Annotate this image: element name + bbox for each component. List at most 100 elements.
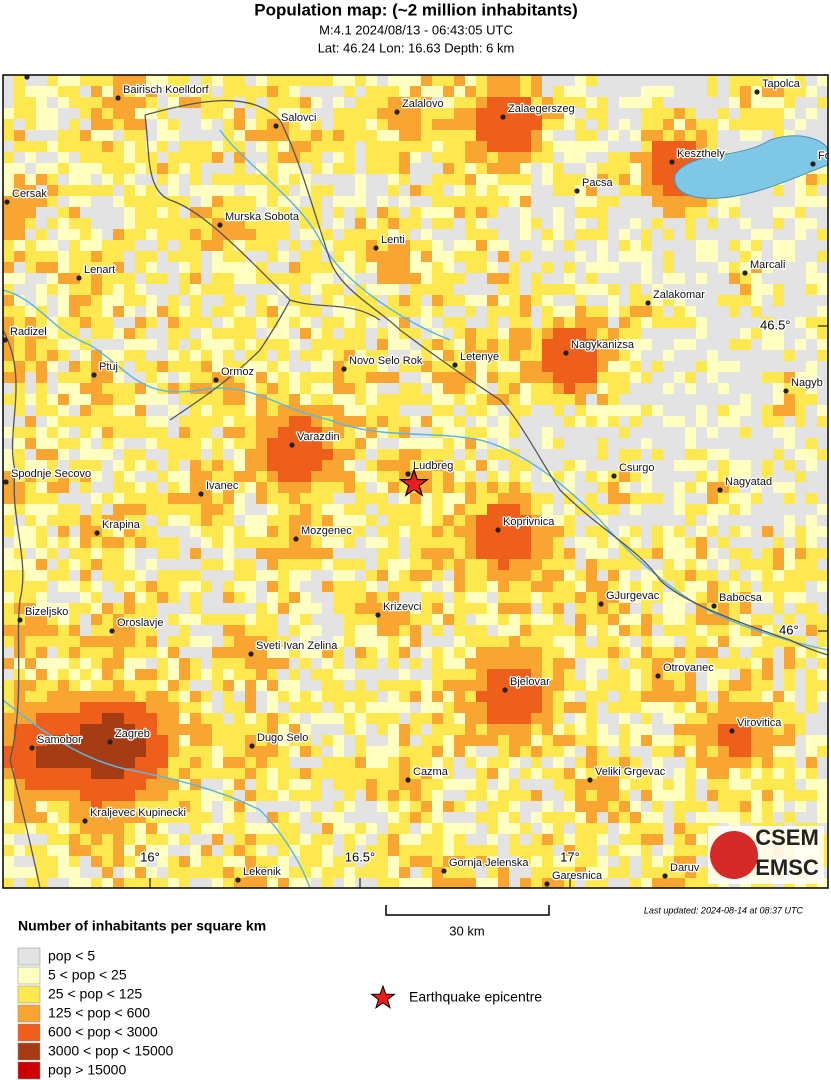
population-cell bbox=[201, 207, 212, 218]
population-cell bbox=[124, 603, 135, 614]
population-cell bbox=[344, 97, 355, 108]
population-cell bbox=[135, 823, 146, 834]
population-cell bbox=[553, 196, 564, 207]
population-cell bbox=[564, 86, 575, 97]
population-cell bbox=[58, 614, 69, 625]
population-cell bbox=[751, 735, 762, 746]
population-cell bbox=[157, 460, 168, 471]
legend-swatch bbox=[17, 1004, 41, 1023]
population-cell bbox=[817, 768, 828, 779]
population-cell bbox=[531, 713, 542, 724]
population-cell bbox=[135, 383, 146, 394]
population-cell bbox=[421, 647, 432, 658]
population-cell bbox=[608, 614, 619, 625]
population-cell bbox=[157, 845, 168, 856]
population-cell bbox=[421, 383, 432, 394]
population-cell bbox=[542, 185, 553, 196]
population-cell bbox=[795, 812, 806, 823]
population-cell bbox=[179, 592, 190, 603]
population-cell bbox=[707, 361, 718, 372]
population-cell bbox=[322, 801, 333, 812]
population-cell bbox=[399, 75, 410, 86]
population-cell bbox=[674, 537, 685, 548]
population-cell bbox=[674, 328, 685, 339]
population-cell bbox=[795, 449, 806, 460]
population-cell bbox=[542, 680, 553, 691]
population-cell bbox=[674, 768, 685, 779]
population-cell bbox=[80, 658, 91, 669]
population-cell bbox=[333, 614, 344, 625]
population-cell bbox=[597, 405, 608, 416]
population-cell bbox=[113, 702, 124, 713]
population-cell bbox=[740, 746, 751, 757]
population-cell bbox=[91, 702, 102, 713]
population-cell bbox=[674, 383, 685, 394]
population-cell bbox=[366, 251, 377, 262]
population-cell bbox=[806, 416, 817, 427]
population-cell bbox=[322, 273, 333, 284]
population-cell bbox=[91, 482, 102, 493]
population-cell bbox=[201, 603, 212, 614]
population-cell bbox=[124, 746, 135, 757]
population-cell bbox=[300, 317, 311, 328]
population-cell bbox=[586, 383, 597, 394]
population-cell bbox=[322, 779, 333, 790]
population-cell bbox=[476, 878, 487, 888]
population-cell bbox=[575, 592, 586, 603]
population-cell bbox=[344, 174, 355, 185]
population-cell bbox=[432, 614, 443, 625]
population-cell bbox=[344, 669, 355, 680]
population-cell bbox=[575, 328, 586, 339]
city-marker bbox=[611, 473, 617, 479]
population-cell bbox=[520, 438, 531, 449]
population-cell bbox=[124, 867, 135, 878]
population-cell bbox=[608, 515, 619, 526]
population-cell bbox=[377, 757, 388, 768]
population-cell bbox=[201, 471, 212, 482]
population-cell bbox=[652, 394, 663, 405]
population-cell bbox=[245, 141, 256, 152]
population-cell bbox=[652, 845, 663, 856]
population-cell bbox=[47, 152, 58, 163]
population-cell bbox=[674, 658, 685, 669]
population-cell bbox=[432, 713, 443, 724]
population-cell bbox=[498, 834, 509, 845]
population-cell bbox=[586, 185, 597, 196]
population-cell bbox=[344, 75, 355, 86]
population-cell bbox=[564, 482, 575, 493]
city-label: Cersak bbox=[12, 188, 47, 200]
population-cell bbox=[674, 724, 685, 735]
population-cell bbox=[256, 394, 267, 405]
population-cell bbox=[608, 449, 619, 460]
population-cell bbox=[641, 251, 652, 262]
city-marker bbox=[574, 188, 580, 194]
population-cell bbox=[597, 251, 608, 262]
population-cell bbox=[784, 185, 795, 196]
population-cell bbox=[190, 526, 201, 537]
population-cell bbox=[223, 163, 234, 174]
population-cell bbox=[795, 746, 806, 757]
population-cell bbox=[311, 680, 322, 691]
population-cell bbox=[520, 680, 531, 691]
population-cell bbox=[718, 130, 729, 141]
population-cell bbox=[212, 372, 223, 383]
population-cell bbox=[531, 812, 542, 823]
population-cell bbox=[762, 438, 773, 449]
population-cell bbox=[267, 460, 278, 471]
population-cell bbox=[553, 262, 564, 273]
city-label: Lenart bbox=[84, 264, 115, 276]
population-cell bbox=[201, 240, 212, 251]
population-cell bbox=[487, 339, 498, 350]
population-cell bbox=[542, 130, 553, 141]
population-cell bbox=[542, 438, 553, 449]
population-cell bbox=[806, 482, 817, 493]
population-cell bbox=[91, 867, 102, 878]
population-cell bbox=[652, 427, 663, 438]
population-cell bbox=[575, 339, 586, 350]
population-cell bbox=[663, 119, 674, 130]
population-cell bbox=[465, 658, 476, 669]
population-cell bbox=[36, 262, 47, 273]
population-cell bbox=[619, 108, 630, 119]
population-cell bbox=[190, 834, 201, 845]
population-cell bbox=[762, 240, 773, 251]
